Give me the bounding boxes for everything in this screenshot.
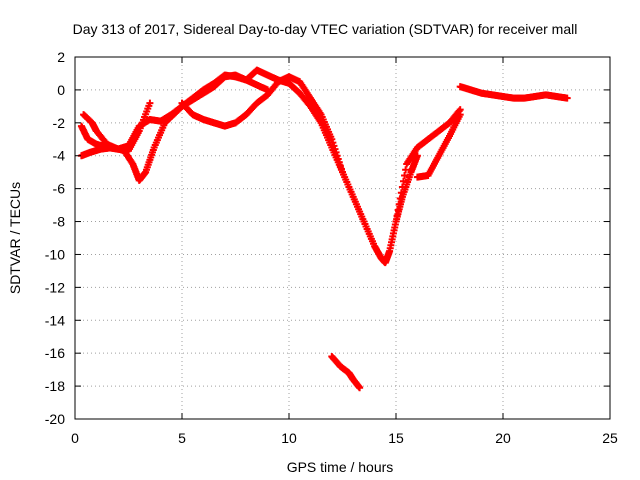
data-point: [401, 171, 409, 179]
x-tick-label: 0: [71, 430, 79, 446]
data-point: [393, 212, 401, 220]
data-point: [395, 200, 403, 208]
data-point: [563, 94, 571, 102]
data-point: [402, 166, 410, 174]
series-arc-2: [77, 66, 421, 267]
data-point: [399, 177, 407, 185]
y-tick-label: -2: [53, 115, 66, 131]
x-tick-label: 10: [281, 430, 297, 446]
series-arc-3: [80, 99, 154, 155]
y-tick-label: -10: [45, 246, 65, 262]
data-series: [77, 66, 571, 392]
data-point: [398, 183, 406, 191]
data-point: [392, 218, 400, 226]
plot-border: [74, 56, 611, 420]
x-axis-label: GPS time / hours: [287, 459, 394, 475]
y-tick-label: -6: [53, 181, 66, 197]
data-point: [456, 111, 464, 119]
y-tick-label: -8: [53, 214, 66, 230]
y-tick-label: -12: [45, 279, 65, 295]
y-tick-label: -20: [45, 411, 65, 427]
x-tick-label: 5: [178, 430, 186, 446]
y-tick-label: -16: [45, 345, 65, 361]
grid: [75, 57, 610, 419]
y-tick-label: -14: [45, 312, 65, 328]
x-tick-label: 15: [388, 430, 404, 446]
series-arc-4: [178, 73, 346, 176]
x-tick-label: 25: [602, 430, 618, 446]
series-arc-5: [328, 352, 364, 392]
y-tick-label: 2: [57, 49, 65, 65]
series-arc-6: [392, 106, 464, 226]
data-point: [396, 195, 404, 203]
y-tick-label: 0: [57, 82, 65, 98]
data-point: [394, 206, 402, 214]
data-point: [356, 384, 364, 392]
y-axis-label: SDTVAR / TECUs: [7, 182, 23, 294]
data-point: [339, 168, 346, 176]
y-tick-label: -18: [45, 378, 65, 394]
x-tick-label: 20: [495, 430, 511, 446]
series-arc-8: [456, 83, 571, 102]
chart-title: Day 313 of 2017, Sidereal Day-to-day VTE…: [73, 21, 578, 37]
data-point: [397, 189, 405, 197]
data-point: [146, 99, 154, 107]
y-tick-label: -4: [53, 148, 66, 164]
series-arc-7: [413, 111, 464, 181]
